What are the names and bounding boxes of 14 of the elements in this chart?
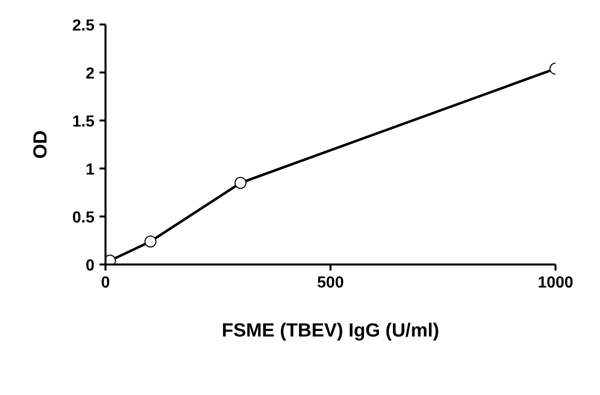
y-axis-title: OD (30, 130, 52, 159)
y-tick-label: 2.5 (72, 18, 95, 34)
x-tick-label: 0 (101, 274, 110, 292)
y-tick-label: 1 (86, 162, 95, 178)
point (144, 235, 156, 248)
point (234, 176, 246, 189)
x-tick-label: 1000 (538, 274, 574, 292)
point (106, 254, 116, 264)
y-tick-label: 0 (86, 258, 95, 274)
x-axis-title: FSME (TBEV) IgG (U/ml) (222, 320, 440, 342)
y-tick-label: 0.5 (72, 210, 95, 226)
x-tick-label: 500 (317, 274, 344, 292)
y-tick-label: 2 (86, 66, 95, 82)
y-tick-label: 1.5 (72, 114, 95, 130)
